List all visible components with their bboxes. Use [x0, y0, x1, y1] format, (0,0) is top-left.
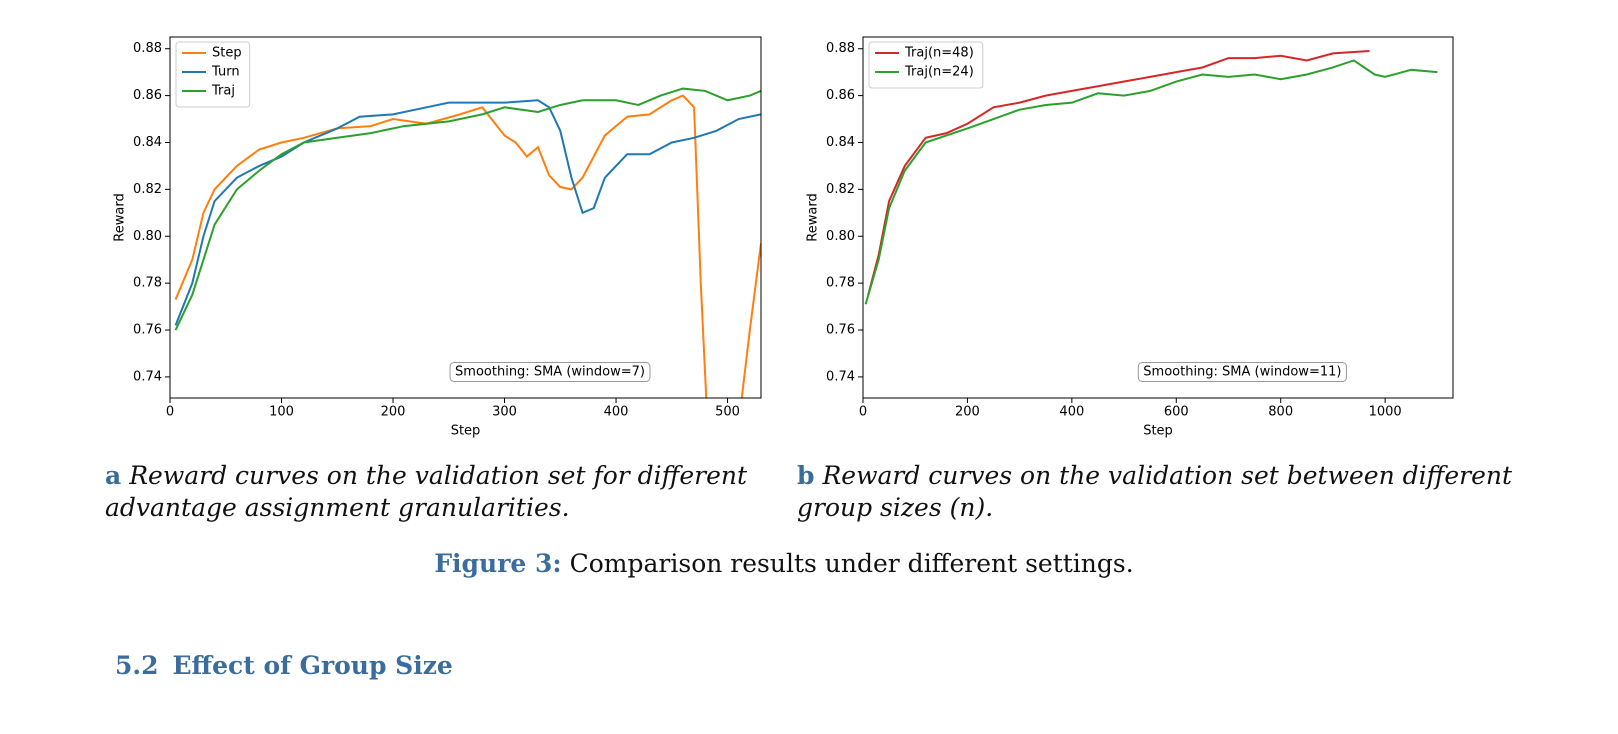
- legend-label: Turn: [211, 65, 240, 80]
- x-tick-label: 800: [1268, 405, 1293, 420]
- x-tick-label: 500: [715, 405, 740, 420]
- annotation: Smoothing: SMA (window=7): [455, 365, 645, 380]
- y-tick-label: 0.88: [826, 41, 855, 56]
- y-tick-label: 0.82: [826, 182, 855, 197]
- y-tick-label: 0.88: [133, 41, 162, 56]
- subcaption-text: Reward curves on the validation set for …: [128, 461, 748, 490]
- x-tick-label: 300: [492, 405, 517, 420]
- x-tick-label: 400: [604, 405, 629, 420]
- y-tick-label: 0.74: [826, 369, 855, 384]
- subcaption-a: a Reward curves on the validation set for…: [105, 461, 748, 490]
- y-tick-label: 0.84: [133, 135, 162, 150]
- x-axis-label: Step: [1143, 424, 1173, 439]
- series-line: [864, 59, 1438, 305]
- annotation-box: [1137, 362, 1347, 382]
- plot-frame: [169, 36, 762, 399]
- annotation-box: [449, 362, 651, 382]
- subcaption-b: b Reward curves on the validation set bet…: [797, 461, 1513, 490]
- y-axis-label: Reward: [113, 193, 128, 241]
- series-line: [174, 99, 761, 326]
- subcaption-label: b: [797, 461, 814, 490]
- y-tick-label: 0.78: [826, 276, 855, 291]
- x-tick-label: 1000: [1369, 405, 1402, 420]
- y-tick-label: 0.86: [826, 88, 855, 103]
- x-tick-label: 0: [166, 405, 174, 420]
- y-tick-label: 0.76: [133, 323, 162, 338]
- x-tick-label: 200: [955, 405, 980, 420]
- series-line: [174, 94, 761, 398]
- figure-label: Figure 3:: [434, 549, 561, 578]
- legend-label: Traj(n=24): [904, 65, 974, 80]
- y-tick-label: 0.82: [133, 182, 162, 197]
- chart: 0.74 0.76 0.78 0.80 0.82 0.84 0.86 0.88 0 200 400 6…: [806, 36, 1454, 439]
- legend-label: Step: [212, 46, 242, 61]
- x-tick-label: 100: [269, 405, 294, 420]
- y-tick-label: 0.84: [826, 135, 855, 150]
- legend-label: Traj: [211, 84, 235, 99]
- x-axis-label: Step: [451, 424, 481, 439]
- x-tick-label: 0: [859, 405, 867, 420]
- annotation: Smoothing: SMA (window=11): [1143, 365, 1341, 380]
- plot-frame: [862, 36, 1454, 399]
- chart: 0.74 0.76 0.78 0.80 0.82 0.84 0.86 0.88 0 100 200 3…: [113, 36, 762, 439]
- subcaption-text: advantage assignment granularities.: [105, 493, 570, 522]
- y-tick-label: 0.86: [133, 88, 162, 103]
- legend-label: Traj(n=48): [904, 46, 974, 61]
- subcaption-label: a: [105, 461, 121, 490]
- y-tick-label: 0.80: [133, 229, 162, 244]
- series-line: [867, 50, 1370, 296]
- x-tick-label: 200: [381, 405, 406, 420]
- series-line: [174, 87, 761, 331]
- subcaption-text: Reward curves on the validation set betw…: [821, 461, 1512, 490]
- figure-caption: Figure 3: Comparison results under differ…: [434, 549, 1133, 578]
- y-tick-label: 0.76: [826, 323, 855, 338]
- section-title: Effect of Group Size: [173, 651, 453, 680]
- y-tick-label: 0.74: [133, 369, 162, 384]
- x-tick-label: 400: [1059, 405, 1084, 420]
- subcaption-text: group sizes (n).: [797, 493, 993, 522]
- section-heading: 5.2 Effect of Group Size: [115, 651, 453, 680]
- section-number: 5.2: [115, 651, 159, 680]
- y-axis-label: Reward: [806, 193, 821, 241]
- y-tick-label: 0.78: [133, 276, 162, 291]
- x-tick-label: 600: [1164, 405, 1189, 420]
- figure-caption-text: Comparison results under different setti…: [570, 549, 1134, 578]
- y-tick-label: 0.80: [826, 229, 855, 244]
